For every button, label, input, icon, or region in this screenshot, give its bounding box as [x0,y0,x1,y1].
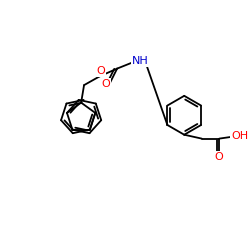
Text: NH: NH [132,56,149,66]
Text: OH: OH [231,131,248,141]
Text: O: O [96,66,105,76]
Text: O: O [215,152,224,162]
Text: O: O [101,79,110,89]
